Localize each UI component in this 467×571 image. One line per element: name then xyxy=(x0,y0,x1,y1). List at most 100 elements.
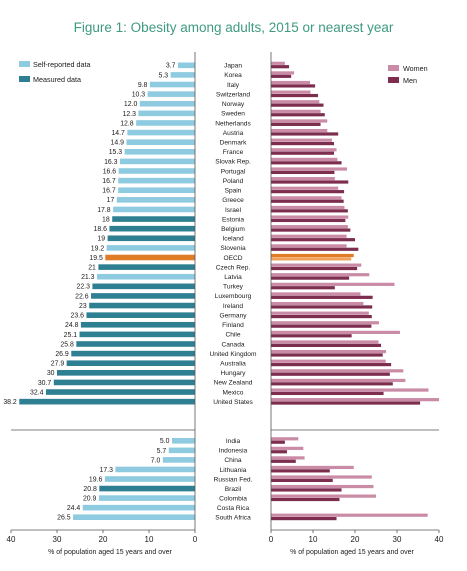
bar-men-turkey xyxy=(271,286,335,290)
country-label-luxembourg: Luxembourg xyxy=(215,293,252,300)
legend-label-women: Women xyxy=(403,64,428,73)
bar-women-mexico xyxy=(271,388,429,392)
country-label-india: India xyxy=(226,438,241,445)
value-label-poland: 16.7 xyxy=(102,178,116,185)
bar-men-luxembourg xyxy=(271,295,373,299)
bar-men-finland xyxy=(271,324,372,328)
country-label-russian-fed: Russian Fed. xyxy=(214,476,253,483)
bar-men-lithuania xyxy=(271,469,330,473)
value-label-united-kingdom: 26.9 xyxy=(55,351,69,358)
legend-label-men: Men xyxy=(403,76,417,85)
bar-total-russian-fed xyxy=(104,476,195,482)
right-tick-label: 10 xyxy=(309,535,318,544)
chart-title: Figure 1: Obesity among adults, 2015 or … xyxy=(73,20,394,35)
value-label-hungary: 30 xyxy=(47,370,55,377)
value-label-colombia: 20.9 xyxy=(83,496,97,503)
bar-men-japan xyxy=(271,65,290,69)
bar-men-india xyxy=(271,440,285,444)
bar-women-poland xyxy=(271,177,335,181)
bar-total-indonesia xyxy=(168,447,195,454)
bar-total-colombia xyxy=(98,495,195,501)
country-label-japan: Japan xyxy=(224,63,242,70)
bar-total-norway xyxy=(139,100,195,107)
bar-total-france xyxy=(124,148,195,155)
country-label-latvia: Latvia xyxy=(224,274,242,281)
bar-men-mexico xyxy=(271,391,384,396)
value-label-belgium: 18.6 xyxy=(94,226,108,233)
value-label-italy: 9.8 xyxy=(138,82,148,89)
bar-men-poland xyxy=(271,180,349,184)
value-label-brazil: 20.8 xyxy=(83,486,97,493)
value-label-costa-rica: 24.4 xyxy=(67,505,81,512)
bar-women-australia xyxy=(271,359,386,363)
legend-label-self-reported-data: Self-reported data xyxy=(33,60,91,69)
left-tick-label: 30 xyxy=(53,535,62,544)
bar-women-slovenia xyxy=(271,244,347,248)
bar-total-canada xyxy=(76,341,195,347)
value-label-estonia: 18 xyxy=(102,216,110,223)
bar-women-chile xyxy=(271,330,400,334)
bar-women-turkey xyxy=(271,282,395,286)
bar-total-iceland xyxy=(107,235,195,242)
bar-women-switzerland xyxy=(271,90,311,94)
value-label-switzerland: 10.3 xyxy=(132,92,146,99)
value-label-latvia: 21.3 xyxy=(81,274,95,281)
bar-men-switzerland xyxy=(271,93,319,98)
value-label-mexico: 32.4 xyxy=(30,389,44,396)
bar-women-belgium xyxy=(271,225,348,229)
bar-men-denmark xyxy=(271,141,334,146)
bar-women-united-kingdom xyxy=(271,350,387,354)
bar-men-oecd xyxy=(271,257,352,261)
bar-women-portugal xyxy=(271,167,348,171)
bar-total-italy xyxy=(149,81,195,88)
value-label-luxembourg: 22.6 xyxy=(75,293,89,300)
country-label-korea: Korea xyxy=(224,72,242,79)
bar-total-sweden xyxy=(138,110,195,117)
bar-men-indonesia xyxy=(271,450,287,454)
bar-women-france xyxy=(271,148,337,152)
value-label-france: 15.3 xyxy=(109,149,123,156)
value-label-norway: 12.0 xyxy=(124,101,138,108)
axes: 40 30 20 10 0 0 10 20 30 40 % of population aged 1… xyxy=(7,52,444,556)
value-label-lithuania: 17.3 xyxy=(99,467,113,474)
bar-men-portugal xyxy=(271,170,335,175)
bar-men-united-kingdom xyxy=(271,353,383,357)
bar-men-germany xyxy=(271,314,372,319)
value-label-australia: 27.9 xyxy=(51,361,65,368)
country-label-netherlands: Netherlands xyxy=(215,120,251,127)
right-tick-label: 0 xyxy=(269,535,274,544)
bar-total-united-kingdom xyxy=(71,350,195,357)
value-label-greece: 17 xyxy=(107,197,115,204)
left-tick-label: 20 xyxy=(99,535,108,544)
country-label-colombia: Colombia xyxy=(219,495,247,502)
bar-total-japan xyxy=(177,62,195,69)
bar-men-ireland xyxy=(271,305,373,309)
left-x-axis-title: % of population aged 15 years and over xyxy=(48,549,172,556)
value-label-israel: 17.8 xyxy=(97,207,111,214)
bar-women-germany xyxy=(271,311,369,315)
bar-total-brazil xyxy=(99,485,195,492)
value-label-ireland: 23 xyxy=(79,303,87,310)
left-tick-label: 10 xyxy=(145,535,154,544)
bar-women-south-africa xyxy=(271,513,428,517)
bar-women-finland xyxy=(271,321,379,325)
bar-total-chile xyxy=(79,331,195,338)
bar-men-sweden xyxy=(271,113,325,117)
country-label-south-africa: South Africa xyxy=(215,515,251,522)
bar-total-greece xyxy=(116,197,195,203)
bar-women-sweden xyxy=(271,109,321,113)
country-label-oecd: OECD xyxy=(223,255,242,262)
country-label-iceland: Iceland xyxy=(222,236,244,243)
bar-men-italy xyxy=(271,84,316,88)
bar-men-israel xyxy=(271,209,348,213)
bar-total-finland xyxy=(80,321,195,328)
value-label-oecd: 19.5 xyxy=(89,255,103,262)
value-label-japan: 3.7 xyxy=(166,63,176,70)
value-label-turkey: 22.3 xyxy=(76,284,90,291)
bar-men-new-zealand xyxy=(271,382,393,386)
bar-women-spain xyxy=(271,186,339,190)
country-label-costa-rica: Costa Rica xyxy=(217,505,250,512)
bar-men-estonia xyxy=(271,218,346,223)
bar-total-poland xyxy=(118,177,195,184)
value-label-slovak-rep: 16.3 xyxy=(104,159,118,166)
